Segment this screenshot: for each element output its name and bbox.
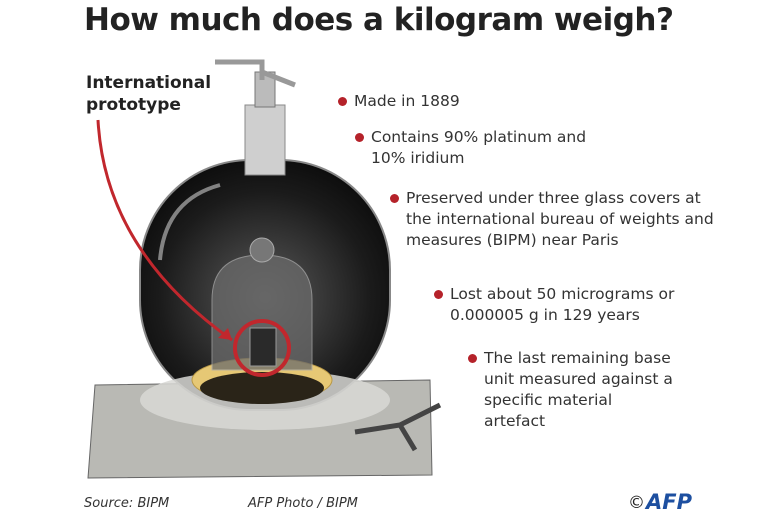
copyright: © [628, 493, 645, 513]
title: How much does a kilogram weigh? [84, 2, 674, 38]
fact: Lost about 50 micrograms or 0.000005 g i… [434, 284, 715, 326]
photo-credit: AFP Photo / BIPM [248, 496, 358, 511]
logo: AFP [646, 490, 692, 514]
fact: The last remaining base unit measured ag… [468, 348, 674, 432]
fact: Made in 1889 [338, 91, 554, 112]
fact: Preserved under three glass covers at th… [390, 188, 716, 251]
source: Source: BIPM [84, 496, 170, 511]
fact: Contains 90% platinum and 10% iridium [355, 127, 621, 169]
callout-label: International prototype [86, 73, 212, 115]
